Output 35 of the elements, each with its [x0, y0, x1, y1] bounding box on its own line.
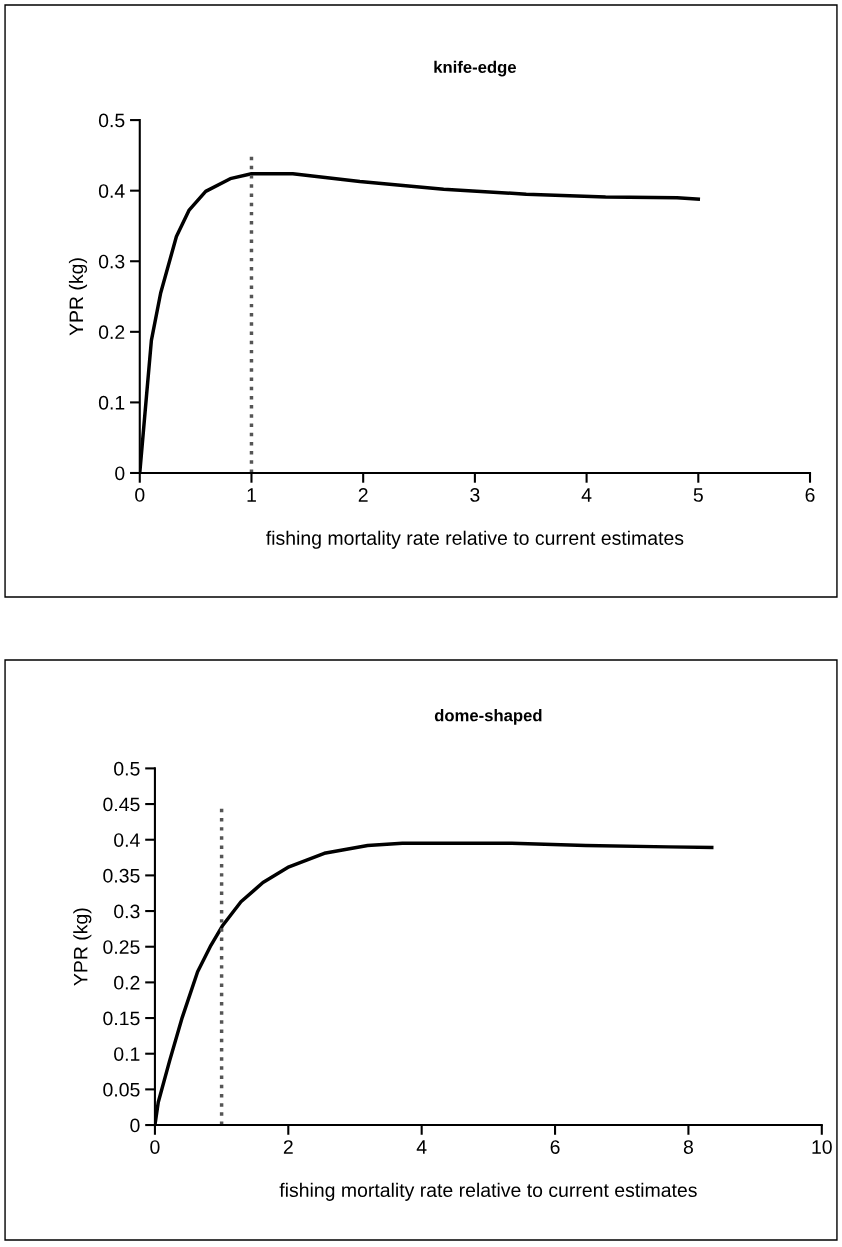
x-axis-title: fishing mortality rate relative to current estimates	[279, 1182, 697, 1201]
y-axis-title: YPR (kg)	[68, 258, 88, 336]
y-tick-label: 0.1	[114, 1047, 140, 1061]
x-tick-label: 6	[805, 488, 815, 502]
x-tick-label: 10	[812, 1140, 832, 1154]
y-tick-label: 0.35	[103, 868, 140, 883]
y-tick-label: 0.2	[98, 325, 125, 340]
y-tick-label: 0.3	[98, 254, 125, 269]
x-tick-label: 4	[581, 488, 592, 502]
y-tick-label: 0	[115, 466, 125, 481]
y-tick-label: 0	[130, 1118, 140, 1133]
x-tick-label: 1	[247, 488, 256, 502]
y-tick-label: 0.05	[103, 1082, 140, 1097]
y-tick-label: 0.2	[114, 975, 140, 990]
x-tick-label: 2	[358, 488, 368, 502]
x-tick-label: 4	[416, 1140, 427, 1154]
y-tick-label: 0.5	[98, 113, 125, 128]
x-tick-label: 0	[150, 1140, 160, 1154]
chart-title: knife-edge	[434, 60, 516, 77]
x-tick-label: 5	[693, 488, 703, 502]
y-tick-label: 0.15	[103, 1011, 140, 1026]
y-tick-label: 0.5	[114, 761, 140, 776]
y-axis-title: YPR (kg)	[73, 908, 92, 986]
x-axis-title: fishing mortality rate relative to current estimates	[266, 530, 684, 549]
y-tick-label: 0.45	[103, 797, 140, 812]
y-tick-label: 0.25	[103, 940, 140, 954]
x-tick-label: 3	[470, 488, 480, 502]
y-tick-label: 0.3	[114, 904, 140, 919]
chart-title: dome-shaped	[434, 709, 542, 725]
x-tick-label: 2	[283, 1140, 293, 1154]
x-tick-label: 6	[550, 1140, 560, 1154]
y-tick-label: 0.4	[98, 184, 125, 198]
y-tick-label: 0.4	[114, 833, 140, 847]
y-tick-label: 0.1	[98, 395, 125, 410]
x-tick-label: 8	[683, 1140, 693, 1154]
